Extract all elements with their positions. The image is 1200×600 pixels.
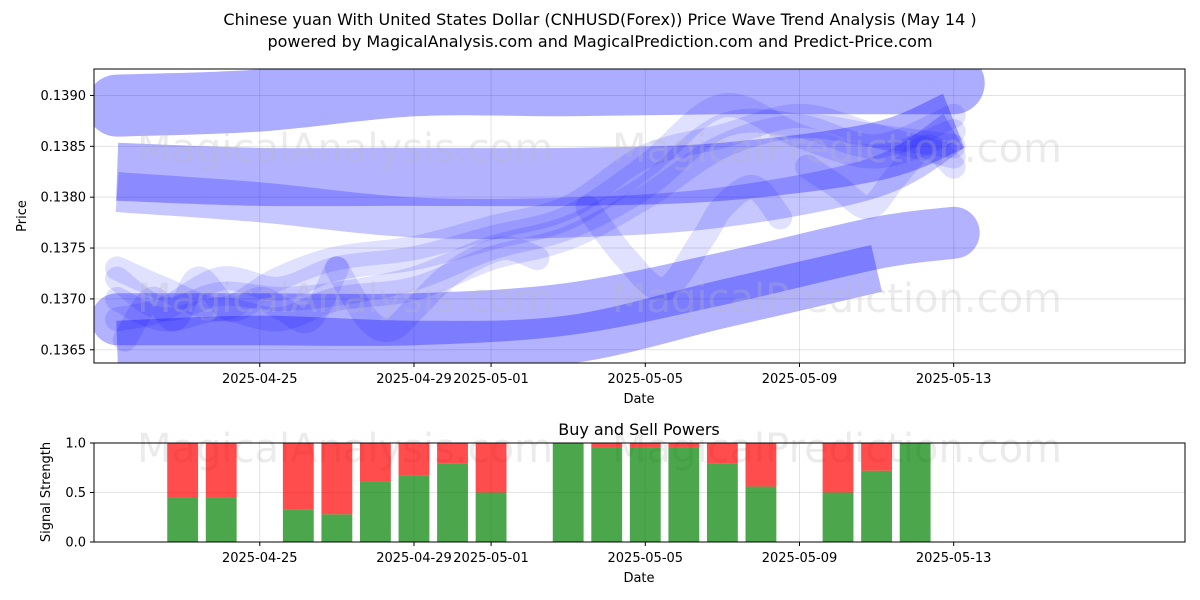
buy-bar (167, 497, 199, 542)
watermark-text: MagicalAnalysis.com (137, 126, 553, 172)
sell-bar (321, 443, 353, 515)
price-x-tick-label: 2025-05-01 (453, 372, 529, 387)
price-y-tick-label: 0.1375 (41, 242, 87, 257)
power-y-tick-label: 0.0 (65, 536, 86, 551)
price-y-tick-label: 0.1385 (41, 140, 87, 155)
wave-band-path-d (105, 113, 966, 332)
price-y-axis-label: Price (15, 200, 30, 232)
power-chart-title: Buy and Sell Powers (558, 420, 720, 439)
sell-bar (475, 443, 507, 493)
price-y-tick-label: 0.1390 (41, 89, 87, 104)
buy-bar (552, 443, 584, 542)
power-y-tick-label: 0.5 (65, 486, 86, 501)
power-x-tick-label: 2025-05-01 (453, 551, 529, 566)
sell-bar (360, 443, 391, 482)
buy-bar (745, 486, 777, 542)
wave-band-wave-low (94, 206, 980, 347)
buy-bar (475, 492, 507, 542)
buy-bar (205, 497, 237, 542)
wave-band-wave-bottom (116, 245, 882, 363)
sell-bar (822, 443, 854, 493)
buy-bar (706, 463, 738, 542)
power-x-tick-label: 2025-05-09 (762, 551, 838, 566)
wave-band-path-c (105, 103, 966, 322)
sell-bar (398, 443, 430, 476)
power-y-axis-label: Signal Strength (39, 442, 54, 542)
buy-bar (629, 447, 661, 542)
price-x-axis-label: Date (623, 392, 654, 407)
watermark-text: MagicalPrediction.com (612, 126, 1062, 172)
wave-band-wave-mid (115, 113, 965, 240)
price-axes: 2025-04-25 2025-04-29 2025-05-01 2025-05-05… (41, 89, 992, 387)
wave-band-zigzag-a (112, 256, 349, 352)
sell-bar (205, 443, 237, 498)
sell-bar (706, 443, 738, 464)
price-y-tick-label: 0.1365 (41, 343, 87, 358)
price-x-tick-label: 2025-04-29 (376, 372, 452, 387)
watermark-text: MagicalPrediction.com (612, 276, 1062, 322)
buy-bar (398, 475, 430, 542)
price-x-tick-label: 2025-05-05 (608, 372, 684, 387)
buy-bar (668, 447, 700, 542)
wave-band-wave-high (116, 93, 966, 207)
watermark-text: MagicalAnalysis.com (137, 276, 553, 322)
price-grid (94, 69, 1185, 363)
sell-bar (437, 443, 468, 464)
price-y-tick-label: 0.1380 (41, 191, 87, 206)
buy-bar (321, 514, 353, 542)
sell-bar (591, 443, 623, 448)
buy-bar (591, 447, 623, 542)
sell-bar (745, 443, 777, 487)
price-x-tick-label: 2025-05-13 (916, 372, 992, 387)
sell-bar (167, 443, 199, 498)
power-y-tick-label: 1.0 (65, 437, 86, 452)
power-x-tick-label: 2025-05-05 (608, 551, 684, 566)
wave-band-zigzag-b (324, 236, 550, 342)
chart-title: Chinese yuan With United States Dollar (… (223, 10, 977, 29)
buy-bar (437, 463, 468, 542)
sell-bar (629, 443, 661, 448)
price-x-tick-label: 2025-04-25 (222, 372, 298, 387)
sell-bar (282, 443, 314, 510)
buy-bar (861, 470, 893, 542)
power-x-tick-label: 2025-04-25 (222, 551, 298, 566)
price-y-tick-label: 0.1370 (41, 292, 87, 307)
wave-band-zigzag-d (795, 134, 966, 220)
sell-bar (668, 443, 700, 448)
price-plot-frame (93, 68, 1186, 364)
power-x-tick-label: 2025-04-29 (376, 551, 452, 566)
buy-bar (822, 492, 854, 542)
chart-subtitle: powered by MagicalAnalysis.com and Magic… (267, 32, 933, 51)
wave-band-path-b (105, 93, 966, 332)
wave-band-wave-upper (94, 69, 985, 137)
wave-band-zigzag-c (575, 175, 793, 301)
power-axes: 2025-04-25 2025-04-29 2025-05-01 2025-05-05… (65, 437, 991, 567)
power-bars (167, 443, 931, 542)
buy-bar (282, 509, 314, 542)
wave-band-path-a (105, 103, 966, 322)
power-x-axis-label: Date (623, 571, 654, 586)
power-x-tick-label: 2025-05-13 (916, 551, 992, 566)
buy-bar (899, 443, 931, 542)
wave-bands (94, 69, 985, 363)
sell-bar (861, 443, 893, 471)
price-x-tick-label: 2025-05-09 (762, 372, 838, 387)
buy-bar (360, 481, 391, 542)
